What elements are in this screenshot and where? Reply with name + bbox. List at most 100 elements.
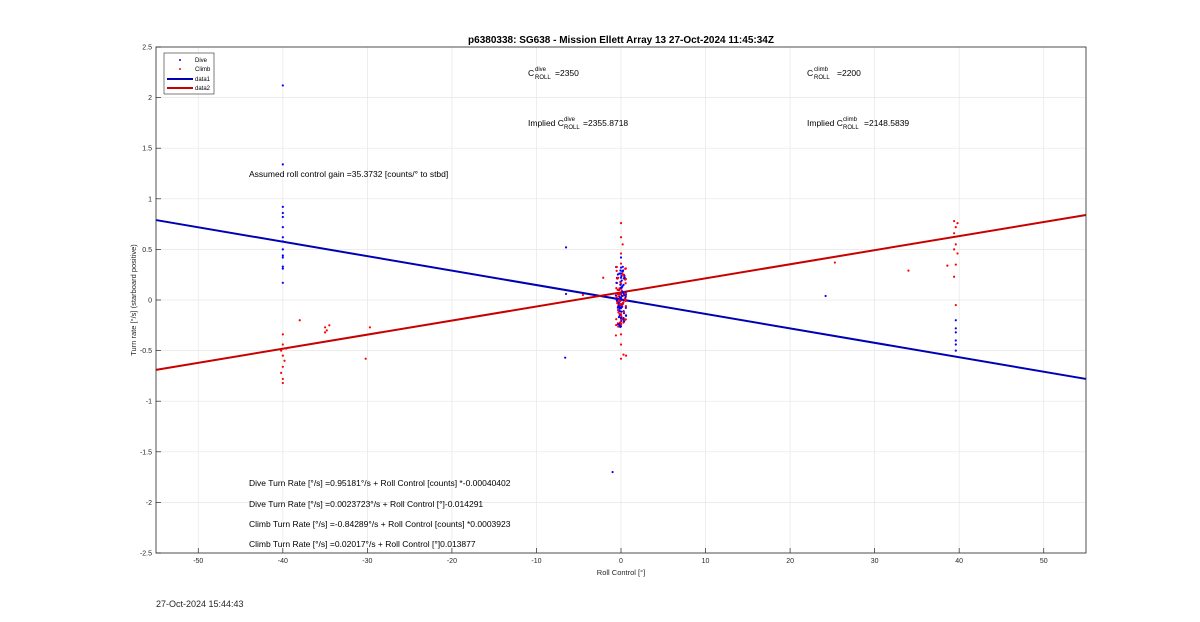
climb-point bbox=[615, 269, 618, 272]
y-tick-label: -0.5 bbox=[140, 348, 152, 355]
dive-point bbox=[621, 270, 624, 273]
climb-point bbox=[619, 333, 623, 336]
climb-point bbox=[368, 326, 371, 329]
plot-border bbox=[155, 46, 1087, 554]
dive-point bbox=[281, 248, 284, 251]
dive-point bbox=[281, 226, 284, 229]
y-tick-label: -1.5 bbox=[140, 449, 152, 456]
climb-point bbox=[624, 354, 628, 357]
dive-point bbox=[620, 279, 623, 282]
y-tick-label: 1.5 bbox=[142, 146, 152, 153]
x-tick-label: -50 bbox=[193, 558, 203, 565]
dive-point bbox=[617, 316, 621, 319]
dive-point bbox=[281, 215, 284, 219]
climb-point bbox=[954, 226, 957, 229]
implied-dive-value: =2355.8718 bbox=[583, 118, 628, 128]
c-letter: C bbox=[807, 68, 813, 78]
climb-point bbox=[281, 365, 284, 368]
c-dive-value: =2350 bbox=[555, 68, 579, 78]
gain-annotation: Assumed roll control gain =35.3732 [coun… bbox=[249, 169, 448, 179]
climb-point bbox=[624, 277, 628, 281]
dive-point bbox=[615, 281, 618, 284]
climb-point bbox=[618, 312, 621, 315]
dive-point bbox=[622, 283, 625, 286]
dive-point bbox=[564, 292, 568, 296]
y-tick-labels: -2.5 -2 -1.5 -1 -0.5 0 0.5 1 1.5 2 2.5 bbox=[140, 45, 152, 558]
climb-point bbox=[281, 381, 284, 385]
climb-point bbox=[954, 303, 957, 307]
climb-point bbox=[953, 219, 956, 223]
implied-dive-superscript: dive bbox=[564, 117, 576, 123]
climb-point bbox=[624, 267, 627, 270]
c-dive-annotation: C dive ROLL =2350 bbox=[528, 67, 579, 81]
legend-dive-label: Dive bbox=[195, 58, 208, 64]
dive-point bbox=[954, 331, 957, 334]
climb-point bbox=[615, 265, 618, 269]
implied-dive-annotation: Implied C dive ROLL =2355.8718 bbox=[528, 117, 628, 131]
dive-point bbox=[622, 317, 625, 320]
climb-point bbox=[618, 303, 621, 306]
dive-point bbox=[618, 295, 621, 299]
climb-point bbox=[621, 243, 624, 246]
dive-point bbox=[620, 294, 624, 297]
climb-point bbox=[323, 326, 327, 329]
dive-point bbox=[619, 266, 623, 269]
x-tick-label: 40 bbox=[955, 558, 963, 565]
climb-point bbox=[946, 264, 949, 267]
climb-point bbox=[619, 321, 622, 324]
climb-point bbox=[624, 299, 627, 303]
climb-point bbox=[616, 277, 619, 280]
climb-point bbox=[280, 371, 283, 374]
climb-point bbox=[907, 269, 910, 272]
dive-point bbox=[618, 307, 621, 310]
climb-point bbox=[281, 377, 284, 381]
x-tick-label: 20 bbox=[786, 558, 794, 565]
dive-point bbox=[954, 327, 957, 330]
dive-point bbox=[621, 285, 624, 288]
climb-point bbox=[615, 318, 618, 321]
x-tick-label: 30 bbox=[871, 558, 879, 565]
y-tick-label: -2.5 bbox=[140, 551, 152, 558]
climb-point bbox=[617, 325, 620, 328]
implied-climb-annotation: Implied C climb ROLL =2148.5839 bbox=[807, 117, 909, 131]
c-climb-superscript: climb bbox=[814, 67, 829, 73]
implied-label: Implied C bbox=[807, 118, 843, 128]
climb-point bbox=[281, 343, 284, 346]
dive-point bbox=[619, 272, 622, 275]
climb-point bbox=[624, 282, 627, 285]
x-tick-label: -30 bbox=[362, 558, 372, 565]
implied-roll-subscript: ROLL bbox=[564, 125, 580, 131]
c-climb-value: =2200 bbox=[837, 68, 861, 78]
chart-title: p6380338: SG638 - Mission Ellett Array 1… bbox=[468, 35, 774, 46]
climb-point bbox=[616, 308, 620, 312]
dive-point bbox=[619, 283, 622, 286]
dive-point bbox=[281, 163, 284, 166]
climb-point bbox=[619, 281, 622, 284]
implied-climb-superscript: climb bbox=[843, 117, 858, 123]
y-tick-label: 0 bbox=[148, 298, 152, 305]
y-tick-label: 0.5 bbox=[142, 247, 152, 254]
climb-point bbox=[624, 305, 628, 308]
c-letter: C bbox=[528, 68, 534, 78]
climb-point bbox=[833, 261, 837, 264]
climb-point bbox=[621, 318, 624, 321]
dive-point bbox=[564, 246, 568, 249]
climb-point bbox=[954, 263, 957, 266]
dive-point bbox=[622, 277, 625, 280]
climb-point bbox=[618, 300, 622, 303]
dive-point bbox=[618, 325, 622, 328]
dive-point bbox=[281, 254, 284, 257]
climb-point bbox=[622, 301, 625, 304]
dive-point bbox=[624, 314, 628, 317]
dive-point bbox=[614, 294, 618, 297]
dive-point bbox=[954, 349, 957, 352]
climb-point bbox=[953, 248, 956, 251]
data2-fit-line bbox=[155, 214, 1087, 371]
climb-point bbox=[280, 349, 283, 352]
dive-point bbox=[619, 256, 623, 259]
dive-point bbox=[621, 265, 624, 268]
climb-point bbox=[581, 293, 585, 297]
dive-point bbox=[281, 256, 284, 259]
climb-point bbox=[615, 323, 618, 327]
